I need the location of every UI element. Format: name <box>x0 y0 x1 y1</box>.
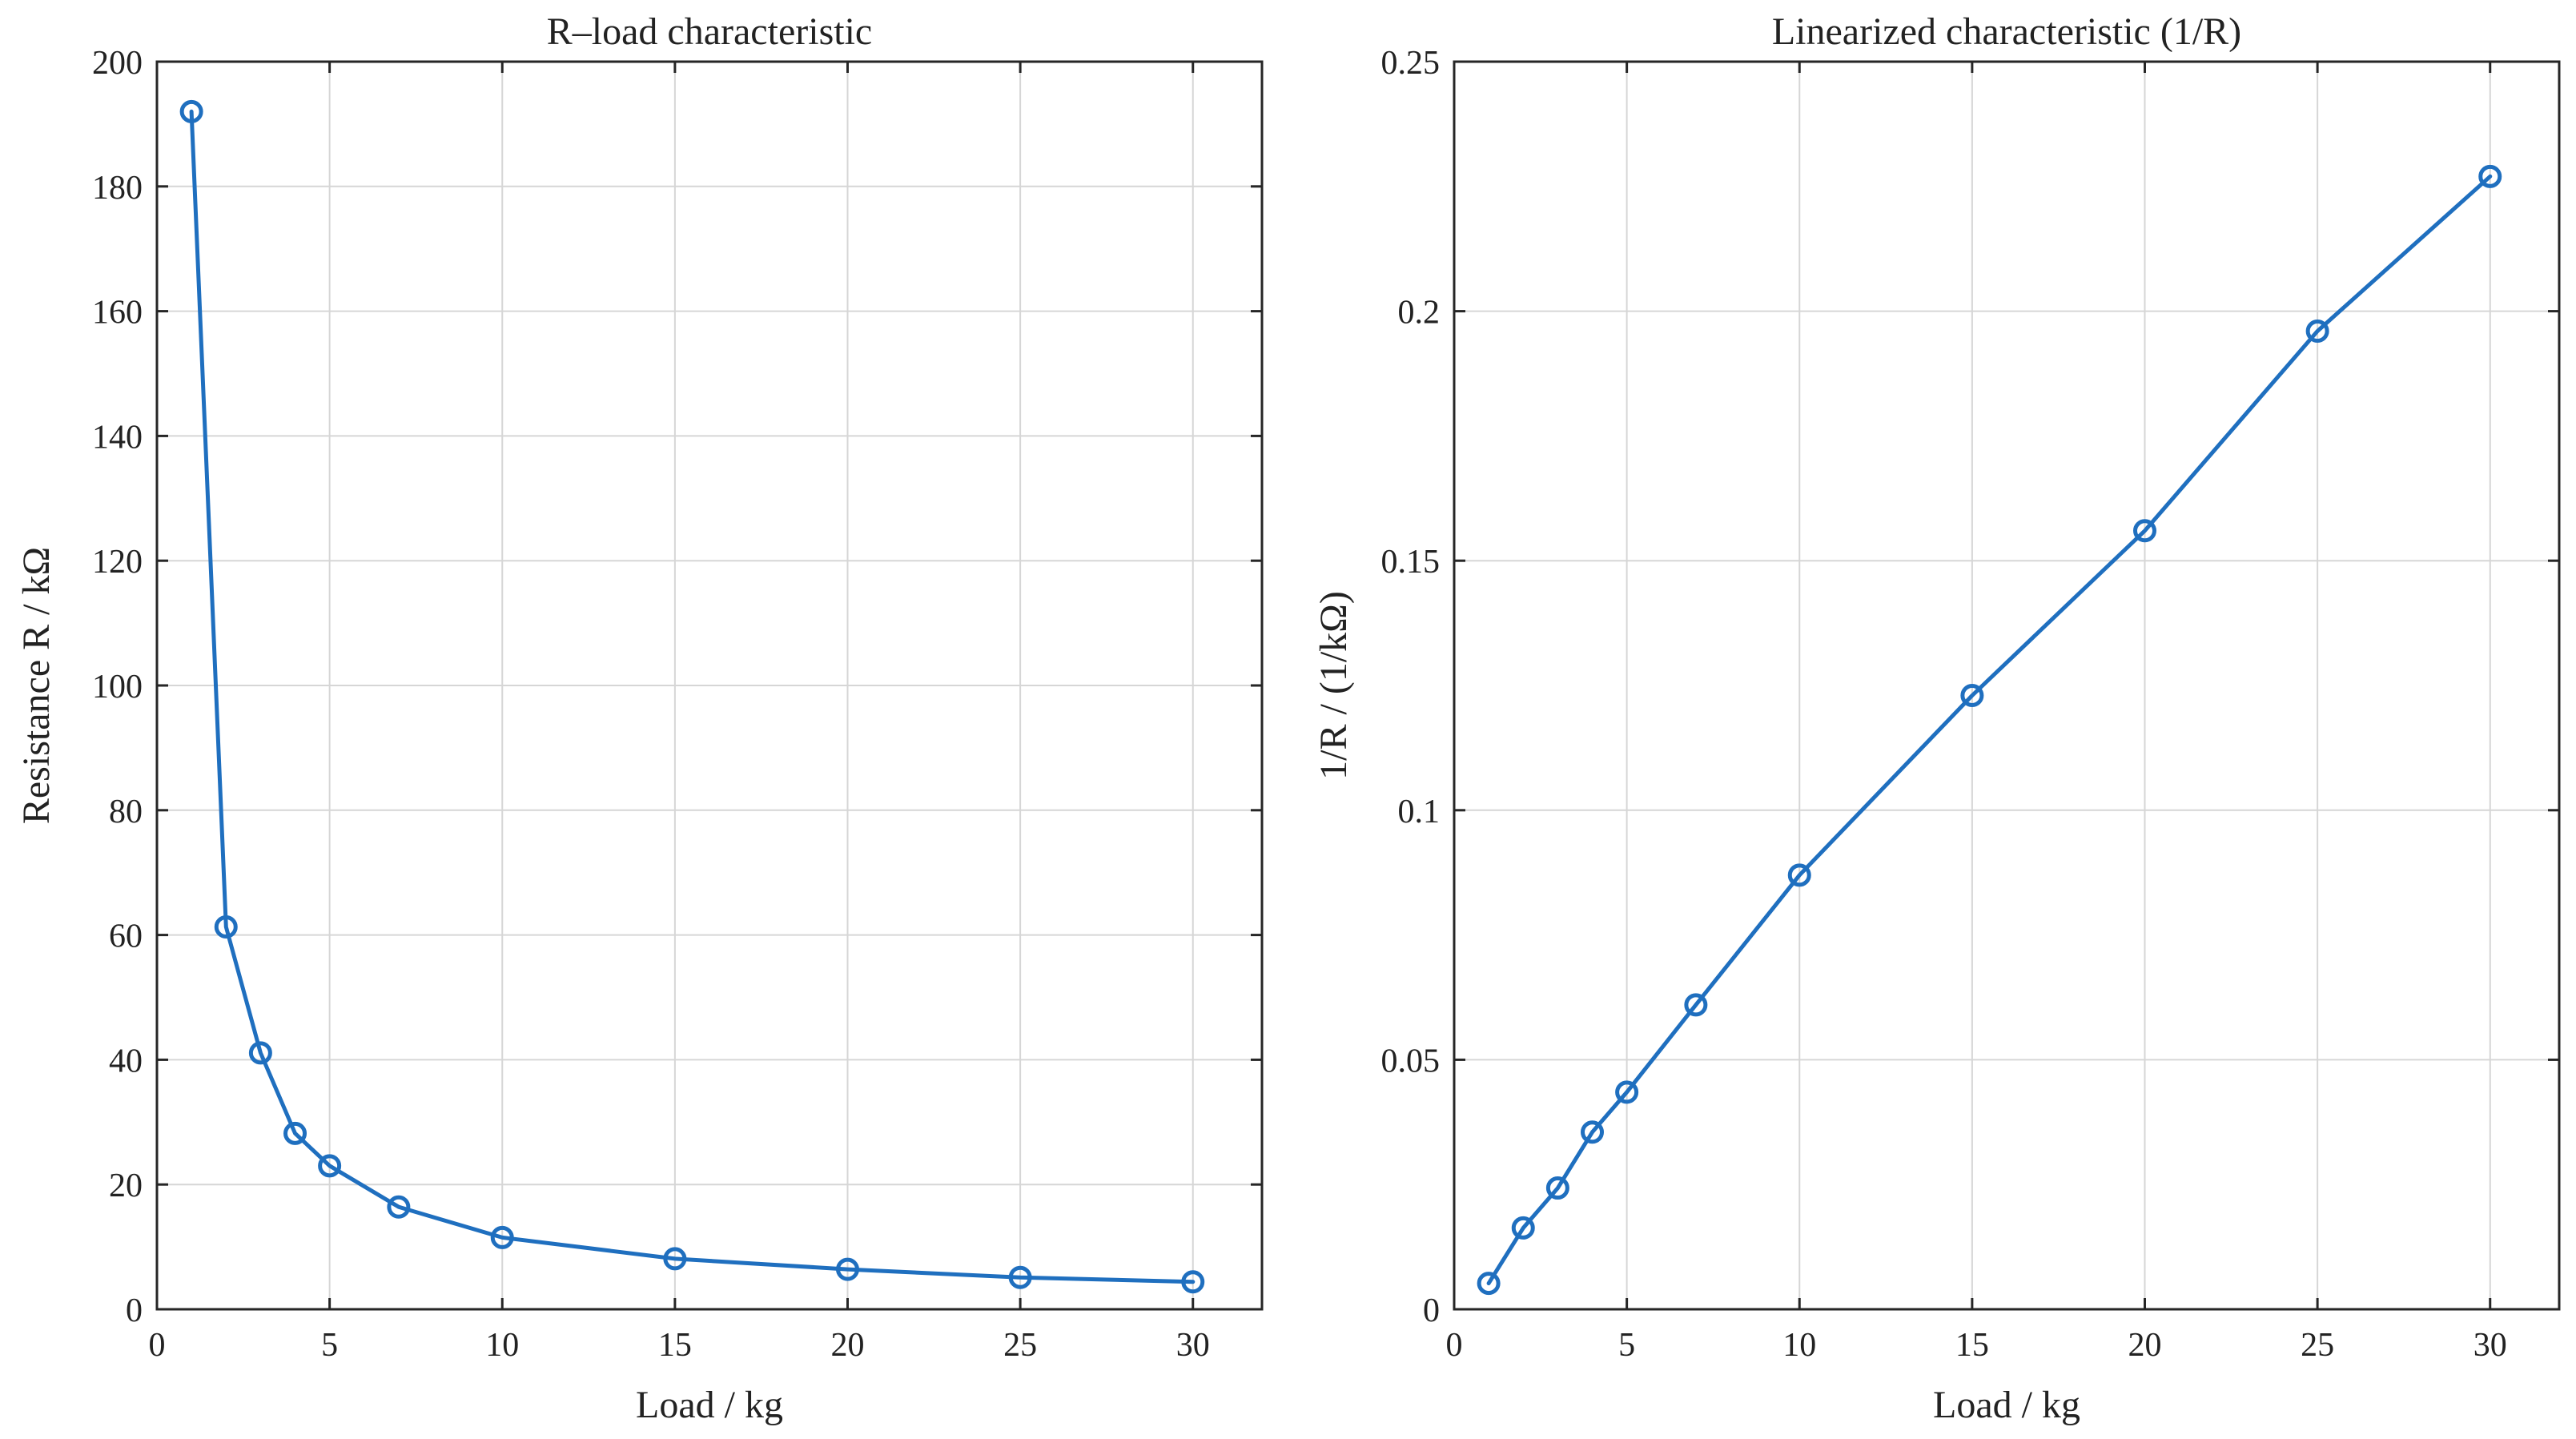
y-tick-label: 200 <box>92 45 143 82</box>
data-point <box>2133 519 2156 543</box>
data-point <box>214 914 238 939</box>
data-point <box>836 1257 859 1281</box>
y-tick-label: 180 <box>92 170 143 207</box>
y-tick-label: 160 <box>92 295 143 332</box>
y-tick-label: 0.1 <box>1398 794 1441 830</box>
series <box>1477 164 2502 1296</box>
plot-frame <box>1453 60 2561 1311</box>
data-point <box>1477 1272 1501 1296</box>
y-tick-label: 0.15 <box>1381 544 1441 581</box>
x-tick-label: 10 <box>1782 1327 1816 1364</box>
chart-title: Linearized characteristic (1/R) <box>1772 10 2241 53</box>
x-tick-label: 5 <box>1618 1327 1635 1364</box>
tick-marks <box>155 60 1262 1311</box>
tick-labels: 0 5 10 15 20 25 30 0 0.05 0.1 0.15 0.2 0.25 <box>1381 45 2507 1364</box>
y-tick-label: 0.05 <box>1381 1043 1441 1079</box>
data-point <box>387 1195 411 1219</box>
data-point <box>1615 1080 1639 1104</box>
data-point <box>1684 993 1708 1017</box>
data-point <box>1960 683 1984 707</box>
x-tick-label: 10 <box>485 1327 519 1364</box>
x-axis-label: Load / kg <box>1933 1384 2080 1426</box>
x-tick-label: 20 <box>831 1327 865 1364</box>
y-tick-label: 0 <box>126 1292 143 1329</box>
y-tick-label: 0.2 <box>1398 295 1441 332</box>
x-tick-label: 30 <box>1176 1327 1210 1364</box>
y-tick-label: 60 <box>109 918 143 955</box>
y-tick-label: 20 <box>109 1168 143 1204</box>
chart-title: R–load characteristic <box>547 10 872 53</box>
y-tick-label: 100 <box>92 669 143 705</box>
data-point <box>2305 320 2329 344</box>
chart-linearized: 0 5 10 15 20 25 30 0 0.05 0.1 0.15 0.2 0.25 Lineariz… <box>1312 10 2561 1426</box>
data-point <box>490 1225 514 1249</box>
series-line <box>189 109 1196 1284</box>
data-point <box>663 1247 687 1271</box>
series-line <box>1486 174 2493 1286</box>
tick-marks <box>1453 60 2559 1311</box>
y-axis-label: 1/R / (1/kΩ) <box>1312 591 1355 780</box>
data-point <box>283 1121 307 1145</box>
y-tick-label: 0 <box>1423 1292 1440 1329</box>
y-tick-label: 140 <box>92 419 143 456</box>
grid-lines <box>156 61 1262 1310</box>
y-tick-label: 80 <box>109 794 143 830</box>
y-axis-label: Resistance R / kΩ <box>15 547 58 824</box>
y-tick-label: 40 <box>109 1043 143 1079</box>
data-point <box>1008 1265 1032 1289</box>
data-point <box>1581 1120 1604 1144</box>
x-axis-label: Load / kg <box>636 1384 783 1426</box>
x-tick-label: 0 <box>149 1327 166 1364</box>
tick-labels: 0 5 10 15 20 25 30 0 20 40 60 80 100 120 140 160 180 200 <box>92 45 1210 1364</box>
y-tick-label: 0.25 <box>1381 45 1441 82</box>
grid-lines <box>1453 61 2559 1310</box>
data-point <box>248 1041 272 1065</box>
data-point <box>1181 1270 1205 1294</box>
data-point <box>1545 1176 1569 1200</box>
x-tick-label: 15 <box>1955 1327 1989 1364</box>
data-point <box>1787 863 1811 887</box>
x-tick-label: 25 <box>2301 1327 2334 1364</box>
x-tick-label: 0 <box>1446 1327 1463 1364</box>
data-point <box>1511 1216 1535 1240</box>
x-tick-label: 5 <box>321 1327 338 1364</box>
x-tick-label: 25 <box>1003 1327 1037 1364</box>
x-tick-label: 20 <box>2128 1327 2162 1364</box>
series <box>179 99 1205 1294</box>
chart-r-load: 0 5 10 15 20 25 30020406080100120140160180200 … <box>15 10 1264 1426</box>
data-point <box>318 1154 342 1178</box>
data-point <box>2478 164 2502 188</box>
x-tick-label: 15 <box>658 1327 692 1364</box>
data-point <box>179 99 203 123</box>
y-tick-label: 120 <box>92 544 143 581</box>
axes-box <box>1453 60 2561 1311</box>
x-tick-label: 30 <box>2474 1327 2507 1364</box>
